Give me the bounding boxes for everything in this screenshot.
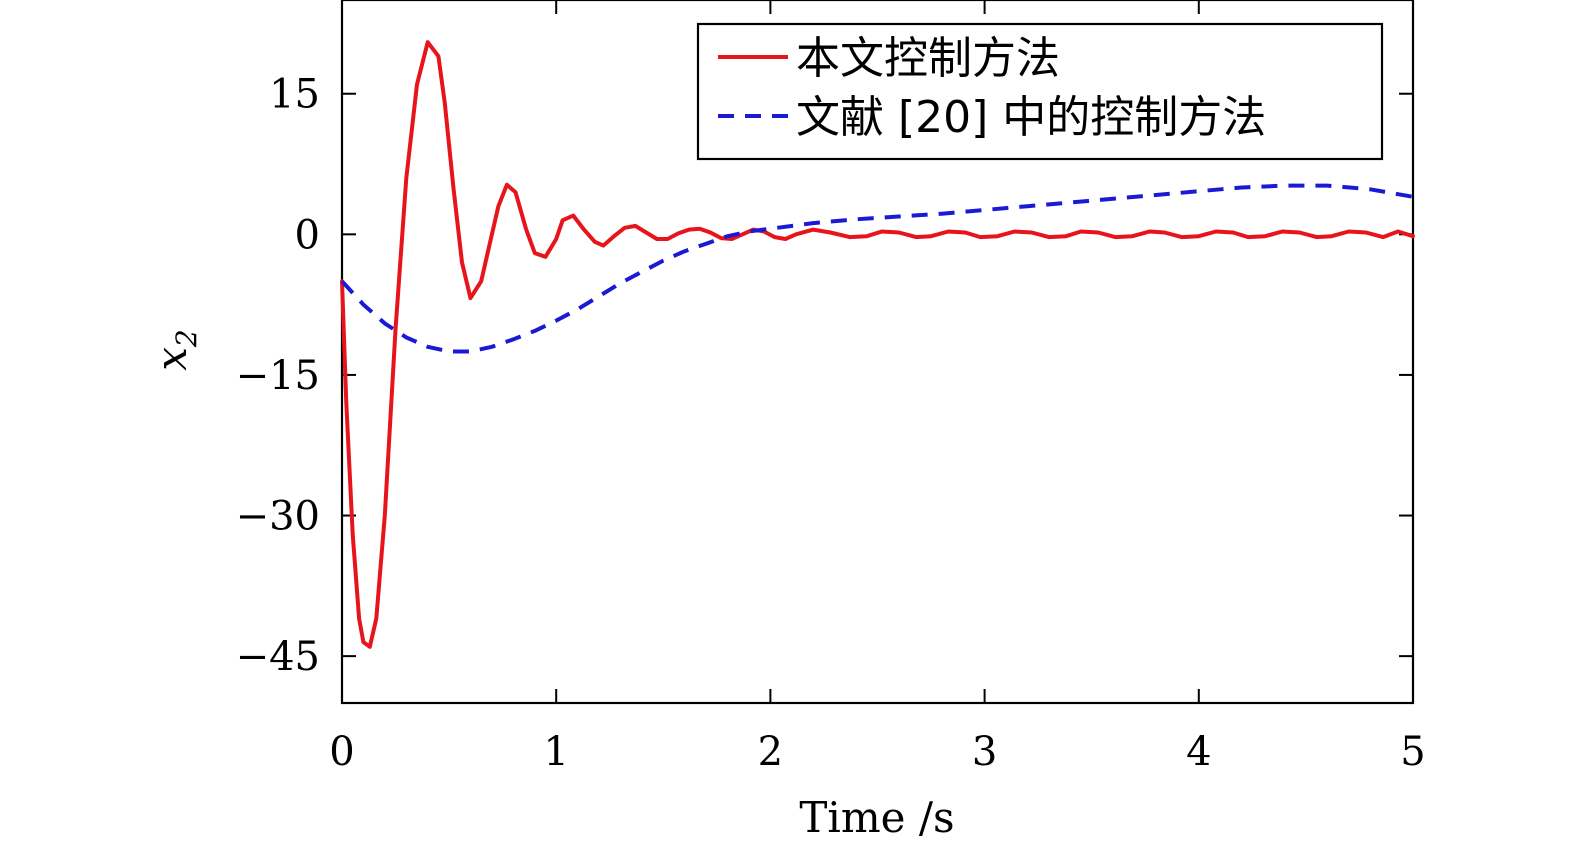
y-axis-label-subscript: 2 — [170, 329, 203, 348]
y-axis-label-main: x — [147, 347, 196, 371]
x-tick-label: 4 — [1186, 729, 1211, 775]
legend-label-series-1: 本文控制方法 — [796, 33, 1060, 84]
y-tick-label: −30 — [236, 494, 320, 540]
y-tick-label: −45 — [236, 634, 320, 680]
y-axis-label: x2 — [147, 329, 203, 371]
x-tick-label: 2 — [758, 729, 783, 775]
x-tick-label: 1 — [543, 729, 568, 775]
y-tick-label: 0 — [295, 212, 320, 258]
legend: 本文控制方法 文献 [20] 中的控制方法 — [696, 22, 1384, 161]
x-axis-label: Time /s — [799, 793, 954, 842]
y-tick-label: 15 — [269, 72, 320, 118]
x-tick-label: 3 — [972, 729, 997, 775]
svg-text:x2: x2 — [147, 329, 203, 371]
series-line-2 — [340, 183, 1414, 354]
series-line-1 — [340, 40, 1415, 649]
x-tick-label: 0 — [329, 729, 354, 775]
legend-box — [696, 22, 1384, 161]
y-tick-label: −15 — [236, 353, 320, 399]
series-layer — [340, 40, 1415, 649]
x-tick-label: 5 — [1400, 729, 1425, 775]
legend-label-series-2: 文献 [20] 中的控制方法 — [796, 92, 1266, 143]
axis-ticks: 0 1 2 3 4 5 15 0 −15 −30 −45 — [236, 0, 1426, 775]
